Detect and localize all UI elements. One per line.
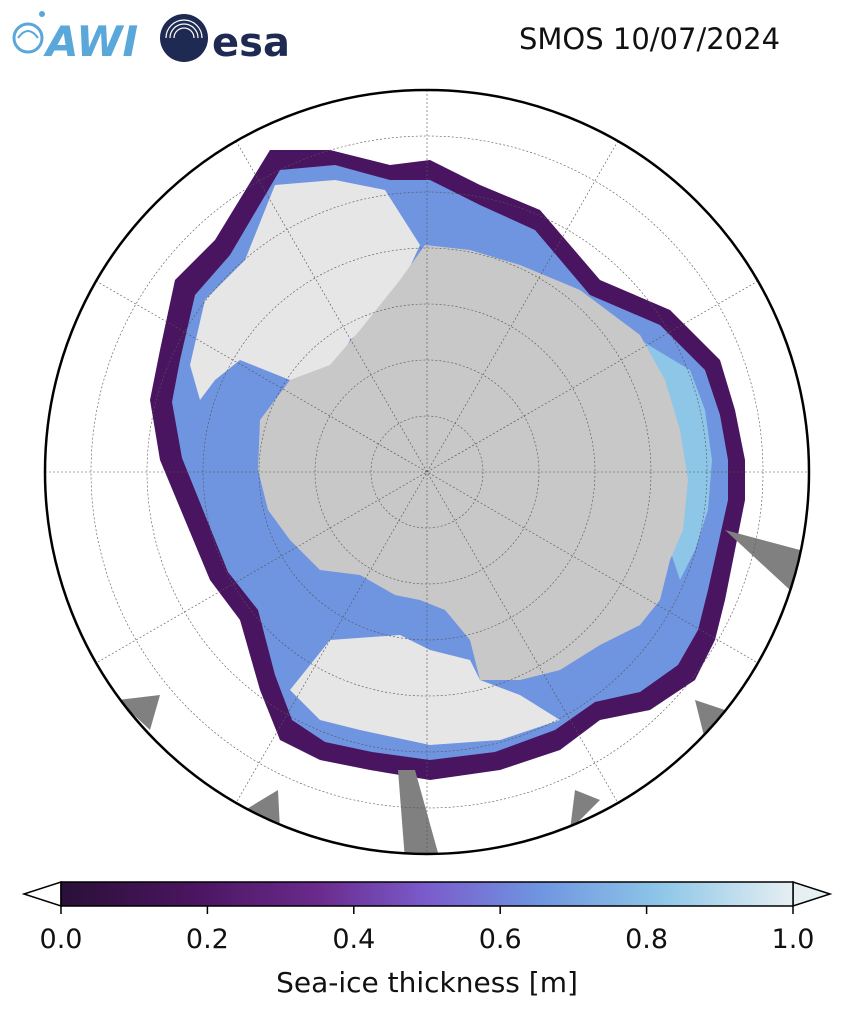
awi-logo: AWI xyxy=(12,11,138,66)
colorbar-label: Sea-ice thickness [m] xyxy=(276,966,578,999)
colorbar-extend-low xyxy=(21,880,62,908)
colorbar-tick-label: 0.6 xyxy=(479,924,522,955)
graticule xyxy=(45,90,809,854)
missing-data-wedge xyxy=(695,700,725,740)
missing-data-wedge xyxy=(398,770,440,854)
missing-data-wedge xyxy=(118,695,160,730)
map-title: SMOS 10/07/2024 xyxy=(519,22,781,56)
map-boundary xyxy=(43,88,811,856)
colorbar-tick-label: 0.4 xyxy=(332,924,375,955)
antarctica-land xyxy=(258,245,688,680)
sea-ice-thick xyxy=(190,180,420,400)
colorbar-extend-high xyxy=(792,880,833,908)
awi-logo-text: AWI xyxy=(43,17,138,66)
colorbar-tick-label: 1.0 xyxy=(772,924,815,955)
sea-ice-thick-ross xyxy=(290,635,560,745)
missing-data-wedge xyxy=(725,530,800,590)
logos: AWI esa xyxy=(12,11,290,66)
missing-data-wedge xyxy=(570,790,600,830)
colorbar-tick-label: 0.2 xyxy=(186,924,229,955)
colorbar-ticks: 0.0 0.2 0.4 0.6 0.8 1.0 xyxy=(40,906,815,955)
esa-logo: esa xyxy=(160,14,290,66)
sea-ice-map xyxy=(43,88,811,856)
colorbar-tick-label: 0.8 xyxy=(625,924,668,955)
colorbar: 0.0 0.2 0.4 0.6 0.8 1.0 Sea-ice thickness [m] xyxy=(21,880,833,999)
colorbar-tick-label: 0.0 xyxy=(40,924,83,955)
colorbar-gradient xyxy=(60,881,794,907)
esa-logo-text: esa xyxy=(212,20,290,66)
